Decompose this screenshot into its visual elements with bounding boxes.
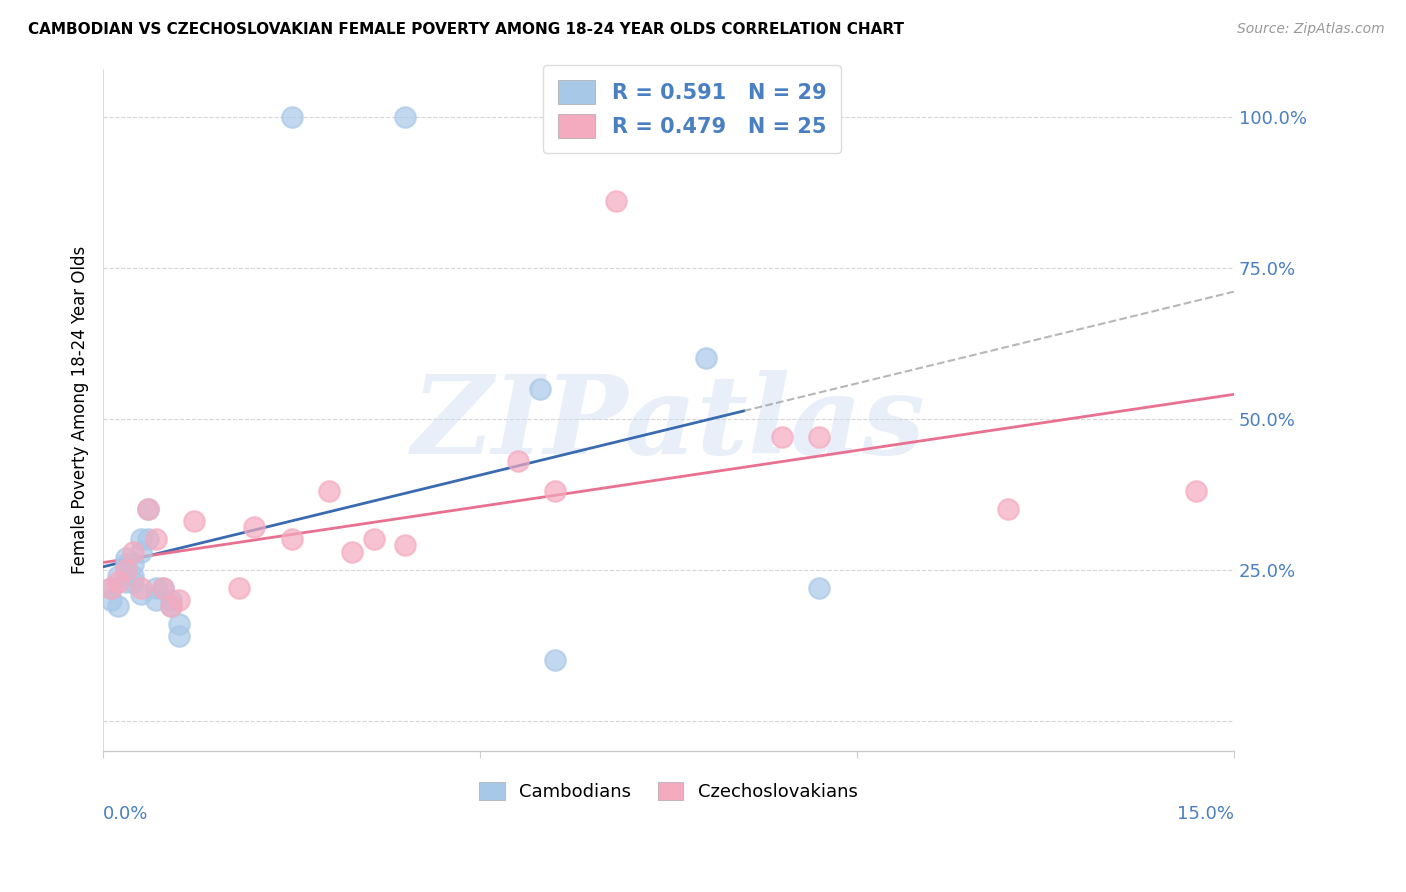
Y-axis label: Female Poverty Among 18-24 Year Olds: Female Poverty Among 18-24 Year Olds [72, 245, 89, 574]
Point [129, 533, 152, 547]
Legend: Cambodians, Czechoslovakians: Cambodians, Czechoslovakians [470, 772, 866, 810]
Point [145, 533, 167, 547]
Point [100, 581, 122, 595]
Text: ZIPatlas: ZIPatlas [412, 369, 925, 477]
Point [808, 430, 831, 444]
Point [394, 539, 416, 553]
Point [318, 484, 340, 499]
Point [280, 110, 302, 124]
Text: CAMBODIAN VS CZECHOSLOVAKIAN FEMALE POVERTY AMONG 18-24 YEAR OLDS CORRELATION CH: CAMBODIAN VS CZECHOSLOVAKIAN FEMALE POVE… [28, 22, 904, 37]
Point [114, 550, 136, 565]
Point [160, 592, 183, 607]
Point [160, 599, 183, 613]
Point [138, 502, 160, 516]
Point [138, 502, 160, 516]
Point [1185, 484, 1208, 499]
Point [145, 592, 167, 607]
Point [129, 587, 152, 601]
Point [152, 581, 174, 595]
Point [129, 544, 152, 558]
Point [228, 581, 250, 595]
Point [363, 533, 385, 547]
Point [997, 502, 1019, 516]
Point [770, 430, 793, 444]
Point [100, 592, 122, 607]
Point [167, 592, 190, 607]
Point [107, 568, 129, 582]
Point [152, 581, 174, 595]
Point [605, 194, 627, 209]
Text: 0.0%: 0.0% [103, 805, 149, 823]
Point [167, 617, 190, 632]
Point [544, 484, 567, 499]
Text: 15.0%: 15.0% [1177, 805, 1234, 823]
Point [506, 454, 529, 468]
Point [145, 581, 167, 595]
Point [183, 514, 205, 528]
Point [280, 533, 302, 547]
Text: Source: ZipAtlas.com: Source: ZipAtlas.com [1237, 22, 1385, 37]
Point [107, 574, 129, 589]
Point [122, 574, 145, 589]
Point [544, 653, 567, 667]
Point [114, 557, 136, 571]
Point [122, 557, 145, 571]
Point [138, 533, 160, 547]
Point [100, 581, 122, 595]
Point [160, 599, 183, 613]
Point [129, 581, 152, 595]
Point [529, 382, 551, 396]
Point [695, 351, 717, 366]
Point [808, 581, 831, 595]
Point [122, 568, 145, 582]
Point [122, 544, 145, 558]
Point [107, 599, 129, 613]
Point [114, 563, 136, 577]
Point [243, 520, 266, 534]
Point [114, 563, 136, 577]
Point [114, 574, 136, 589]
Point [340, 544, 363, 558]
Point [167, 629, 190, 643]
Point [394, 110, 416, 124]
